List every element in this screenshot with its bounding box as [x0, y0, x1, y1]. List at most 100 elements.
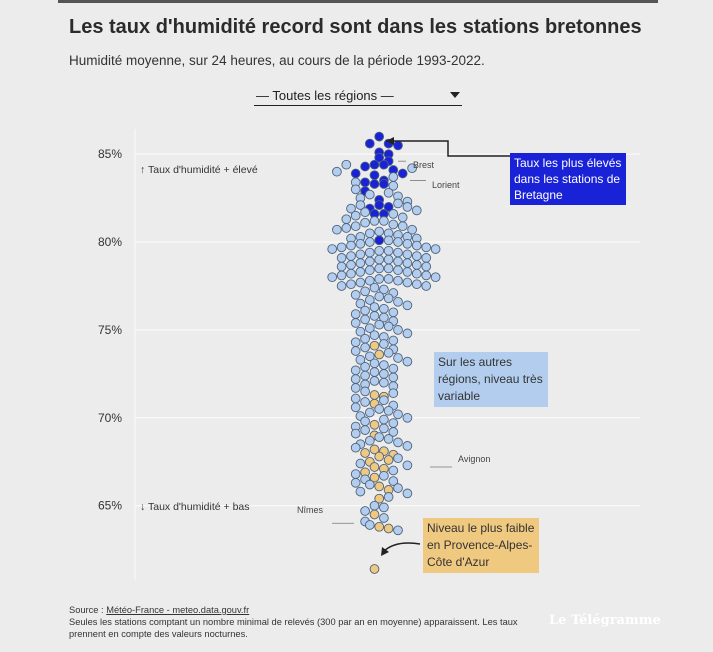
- station-dot[interactable]: [360, 361, 370, 372]
- station-dot[interactable]: [374, 131, 385, 142]
- station-dot[interactable]: [350, 337, 361, 348]
- station-dot[interactable]: [397, 221, 408, 232]
- station-dot[interactable]: [421, 261, 432, 272]
- station-dot[interactable]: [346, 203, 356, 214]
- station-dot[interactable]: [411, 240, 422, 251]
- station-dot[interactable]: [369, 419, 380, 430]
- chevron-down-icon[interactable]: [450, 92, 460, 98]
- station-dot[interactable]: [364, 247, 375, 258]
- station-dot[interactable]: [402, 356, 413, 367]
- station-dot[interactable]: [388, 180, 399, 191]
- station-dot[interactable]: [379, 395, 389, 406]
- station-dot[interactable]: [364, 295, 375, 305]
- station-dot[interactable]: [374, 254, 385, 265]
- station-dot[interactable]: [355, 486, 366, 497]
- station-dot[interactable]: [411, 251, 422, 261]
- station-dot[interactable]: [355, 354, 366, 365]
- station-dot[interactable]: [364, 138, 375, 149]
- station-dot[interactable]: [336, 281, 347, 291]
- station-dot[interactable]: [388, 363, 399, 374]
- station-dot[interactable]: [350, 469, 361, 479]
- station-dot[interactable]: [369, 462, 380, 472]
- station-dot[interactable]: [374, 245, 385, 256]
- station-dot[interactable]: [430, 244, 441, 254]
- station-dot[interactable]: [341, 214, 352, 225]
- station-dot[interactable]: [402, 238, 413, 249]
- station-dot[interactable]: [388, 427, 399, 437]
- station-dot[interactable]: [374, 319, 385, 330]
- station-dot[interactable]: [327, 272, 338, 283]
- station-dot[interactable]: [369, 311, 380, 321]
- station-dot[interactable]: [360, 448, 370, 458]
- station-dot[interactable]: [421, 281, 432, 291]
- station-dot[interactable]: [383, 263, 394, 274]
- station-dot[interactable]: [369, 170, 380, 181]
- source-link[interactable]: Météo-France - meteo.data.gouv.fr: [106, 605, 250, 615]
- station-dot[interactable]: [374, 235, 385, 246]
- station-dot[interactable]: [379, 216, 389, 226]
- station-dot[interactable]: [379, 369, 389, 379]
- station-dot[interactable]: [411, 268, 422, 279]
- station-dot[interactable]: [379, 284, 389, 295]
- station-dot[interactable]: [369, 358, 380, 369]
- station-dot[interactable]: [369, 282, 380, 293]
- station-dot[interactable]: [346, 260, 356, 270]
- station-dot[interactable]: [393, 296, 403, 307]
- station-dot[interactable]: [336, 253, 347, 263]
- station-dot[interactable]: [411, 260, 422, 270]
- station-dot[interactable]: [402, 328, 413, 339]
- station-dot[interactable]: [364, 323, 375, 334]
- station-dot[interactable]: [383, 245, 394, 256]
- station-dot[interactable]: [383, 274, 394, 284]
- station-dot[interactable]: [355, 298, 366, 309]
- station-dot[interactable]: [350, 318, 361, 328]
- station-dot[interactable]: [360, 177, 370, 188]
- station-dot[interactable]: [379, 303, 389, 314]
- station-dot[interactable]: [411, 205, 422, 216]
- station-dot[interactable]: [379, 360, 389, 370]
- station-dot[interactable]: [383, 254, 394, 265]
- station-dot[interactable]: [369, 564, 380, 574]
- station-dot[interactable]: [369, 159, 380, 170]
- station-dot[interactable]: [374, 274, 385, 284]
- station-dot[interactable]: [360, 370, 370, 381]
- station-dot[interactable]: [350, 477, 361, 488]
- station-dot[interactable]: [379, 377, 389, 388]
- station-dot[interactable]: [350, 442, 361, 453]
- station-dot[interactable]: [374, 349, 385, 360]
- station-dot[interactable]: [360, 286, 370, 297]
- station-dot[interactable]: [369, 390, 380, 400]
- station-dot[interactable]: [379, 179, 389, 189]
- station-dot[interactable]: [369, 179, 380, 189]
- station-dot[interactable]: [421, 253, 432, 263]
- station-dot[interactable]: [402, 441, 413, 451]
- station-dot[interactable]: [374, 152, 385, 163]
- station-dot[interactable]: [393, 353, 403, 363]
- station-dot[interactable]: [350, 365, 361, 376]
- station-dot[interactable]: [393, 453, 403, 464]
- station-dot[interactable]: [402, 460, 413, 471]
- station-dot[interactable]: [379, 414, 389, 425]
- station-dot[interactable]: [327, 244, 338, 254]
- station-dot[interactable]: [383, 492, 394, 502]
- station-dot[interactable]: [346, 268, 356, 279]
- station-dot[interactable]: [346, 279, 356, 290]
- station-dot[interactable]: [369, 367, 380, 377]
- station-dot[interactable]: [379, 159, 389, 170]
- station-dot[interactable]: [350, 402, 361, 413]
- station-dot[interactable]: [364, 520, 375, 530]
- station-dot[interactable]: [374, 432, 385, 442]
- station-dot[interactable]: [360, 333, 370, 344]
- station-dot[interactable]: [336, 261, 347, 272]
- station-dot[interactable]: [355, 267, 366, 277]
- station-dot[interactable]: [379, 470, 389, 481]
- station-dot[interactable]: [383, 347, 394, 358]
- station-dot[interactable]: [388, 335, 399, 346]
- station-dot[interactable]: [374, 451, 385, 462]
- station-dot[interactable]: [393, 256, 403, 267]
- station-dot[interactable]: [369, 509, 380, 520]
- region-dropdown[interactable]: — Toutes les régions —: [254, 87, 462, 106]
- station-dot[interactable]: [364, 351, 375, 362]
- station-dot[interactable]: [336, 270, 347, 281]
- station-dot[interactable]: [393, 437, 403, 448]
